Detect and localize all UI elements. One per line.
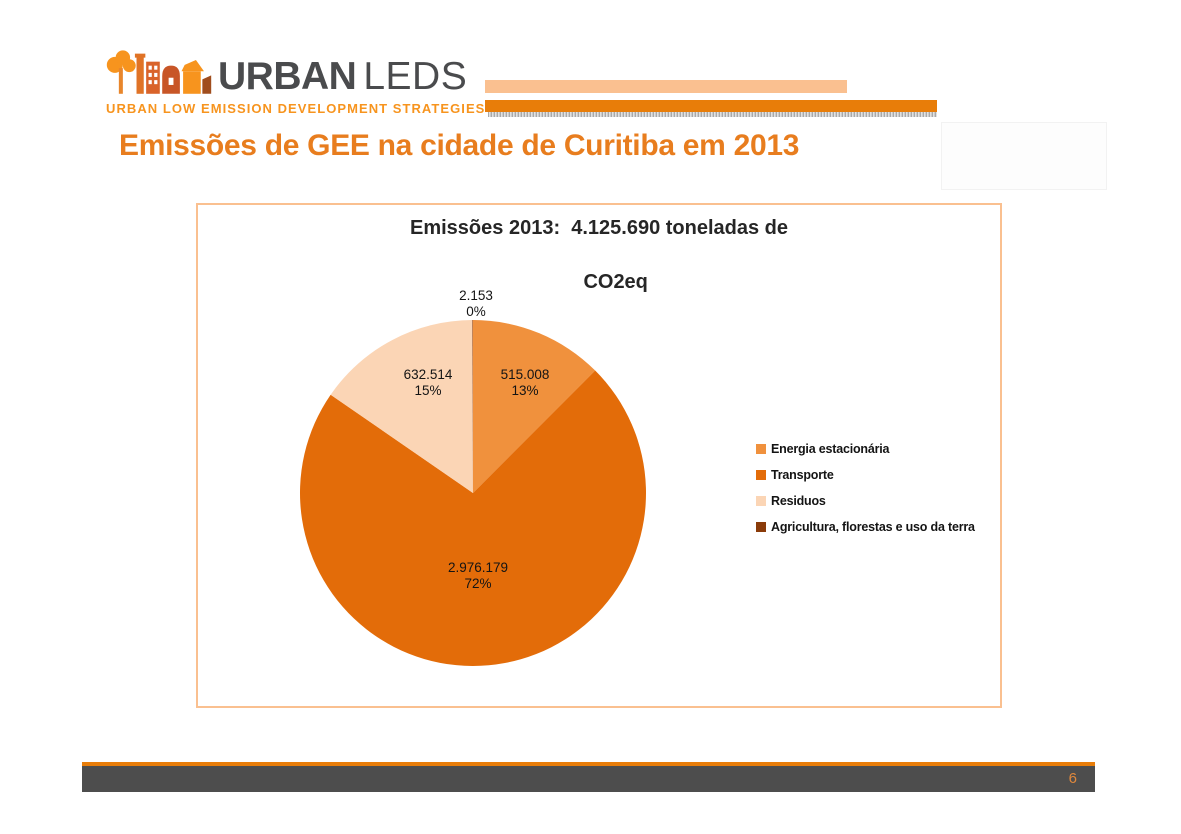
pie-label-value: 2.153 xyxy=(459,288,493,303)
legend-swatch-icon xyxy=(756,522,766,532)
pie-label-pct: 72% xyxy=(464,575,492,591)
city-skyline-trees-icon xyxy=(106,44,212,97)
legend-label: Agricultura, florestas e uso da terra xyxy=(771,520,975,534)
pie-svg xyxy=(299,319,646,667)
legend-item-energia: Energia estacionária xyxy=(756,441,975,457)
brand-wordmark: URBAN LEDS xyxy=(218,57,467,97)
pie-label-residuos: 632.514 15% xyxy=(404,367,453,398)
pie-label-transporte: 2.976.179 72% xyxy=(448,560,508,591)
pie-label-value: 515.008 xyxy=(500,367,550,382)
legend-item-residuos: Residuos xyxy=(756,493,975,509)
legend-item-agricultura: Agricultura, florestas e uso da terra xyxy=(756,519,975,535)
chart-title-line2: CO2eq xyxy=(583,271,648,293)
pie-label-value: 632.514 xyxy=(403,367,453,382)
logo-tagline: URBAN LOW EMISSION DEVELOPMENT STRATEGIE… xyxy=(106,101,486,116)
page-title: Emissões de GEE na cidade de Curitiba em… xyxy=(119,129,800,162)
page-number: 6 xyxy=(1068,770,1077,787)
pie-label-pct: 13% xyxy=(511,382,539,398)
empty-placeholder-box xyxy=(941,122,1107,190)
pie-label-pct: 15% xyxy=(414,382,442,398)
pie-slice-2 xyxy=(330,320,473,493)
pie-slice-3 xyxy=(472,319,473,493)
brand-urban: URBAN xyxy=(218,55,357,98)
pie-label-agricultura: 2.153 0% xyxy=(459,288,493,319)
legend-swatch-icon xyxy=(756,496,766,506)
chart-title: Emissões 2013: 4.125.690 toneladas de CO… xyxy=(198,215,1000,296)
legend-label: Transporte xyxy=(771,468,834,482)
pie-label-energia: 515.008 13% xyxy=(501,367,550,398)
pie-label-value: 2.976.179 xyxy=(447,560,509,575)
footer-bar: 6 xyxy=(82,762,1095,792)
header-bar-dark xyxy=(485,100,937,112)
legend-label: Residuos xyxy=(771,494,826,508)
legend-swatch-icon xyxy=(756,444,766,454)
pie-slice-0 xyxy=(473,320,596,493)
chart-panel: Emissões 2013: 4.125.690 toneladas de CO… xyxy=(196,203,1002,708)
legend-label: Energia estacionária xyxy=(771,442,890,456)
pie-chart xyxy=(298,318,648,668)
urbanleds-logo: URBAN LEDS URBAN LOW EMISSION DEVELOPMENT… xyxy=(106,44,485,116)
header-bar-light xyxy=(485,80,847,93)
legend-swatch-icon xyxy=(756,470,766,480)
chart-title-line1: Emissões 2013: 4.125.690 toneladas de xyxy=(410,217,788,239)
brand-leds: LEDS xyxy=(363,55,468,98)
header-bar-shadow xyxy=(488,112,937,117)
legend-item-transporte: Transporte xyxy=(756,467,975,483)
chart-legend: Energia estacionária Transporte Residuos… xyxy=(756,441,975,545)
pie-label-pct: 0% xyxy=(466,303,486,319)
pie-slice-1 xyxy=(299,370,646,667)
